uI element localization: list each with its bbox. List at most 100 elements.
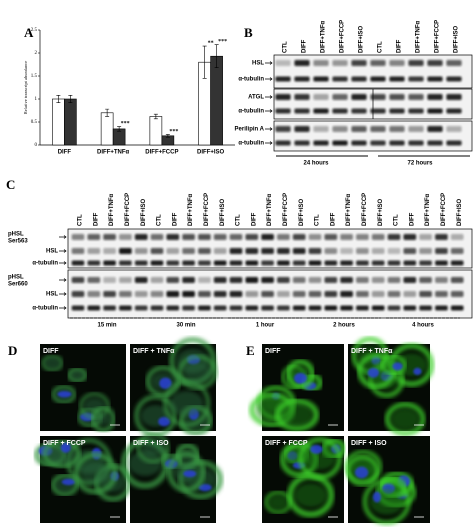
cell	[362, 478, 411, 525]
blot-band	[356, 234, 369, 240]
blot-band	[371, 291, 385, 297]
nucleus	[159, 377, 172, 389]
cells	[41, 354, 116, 433]
blot-band	[229, 260, 243, 266]
y-tick-label: 0	[35, 143, 38, 148]
blot-band	[313, 140, 329, 146]
cell-body	[268, 495, 288, 510]
blot-band	[150, 260, 164, 266]
row-arrow	[265, 61, 273, 65]
blot-band	[119, 305, 132, 311]
blot-band	[150, 305, 164, 311]
blot-frame	[273, 54, 473, 89]
x-tick-label: DIFF+TNFα	[97, 150, 129, 156]
blot-band	[275, 94, 291, 100]
nucleus	[158, 416, 171, 427]
blot-band	[261, 291, 274, 297]
cell	[136, 432, 170, 464]
blot-band	[182, 277, 195, 283]
cell-body	[294, 483, 328, 508]
blot-band	[292, 291, 306, 297]
error-bar	[117, 126, 122, 132]
cells	[351, 336, 435, 436]
blot-band	[427, 108, 443, 114]
blot-band	[356, 277, 369, 283]
cells	[344, 450, 417, 525]
lane-label: DIFF+TNFα	[188, 194, 194, 226]
blot-band	[166, 305, 180, 311]
blot-band	[229, 234, 243, 240]
time-label: 4 hours	[412, 323, 434, 329]
blot-band	[213, 291, 227, 297]
blot-band	[245, 291, 259, 297]
blot-band	[134, 291, 148, 297]
blot-band	[389, 94, 405, 100]
lane-label: DIFF	[93, 212, 99, 226]
blot-band	[103, 248, 116, 254]
blot-band	[308, 277, 322, 283]
row-arrow	[265, 77, 273, 81]
cell	[177, 354, 218, 390]
cell-body	[169, 390, 204, 417]
panel-letter: C	[6, 177, 15, 192]
lane-label: DIFF+TNFα	[346, 194, 352, 226]
blot-band	[332, 108, 348, 114]
blot-band	[340, 291, 353, 297]
cell	[384, 402, 426, 436]
significance-label: **	[208, 40, 214, 46]
nucleus	[413, 367, 422, 376]
cell-body	[141, 439, 165, 457]
row-label-line: Ser660	[8, 281, 28, 287]
cell	[344, 450, 382, 483]
blot-band	[351, 60, 367, 66]
blot-band	[403, 291, 417, 297]
blot-band	[294, 126, 310, 132]
row-arrow	[59, 292, 67, 296]
row-label-line: Ser563	[8, 238, 28, 244]
row-label: HSL	[46, 292, 58, 298]
blot-band	[275, 60, 291, 66]
blot-band	[71, 277, 85, 283]
lane-label: DIFF+FCCP	[340, 20, 346, 53]
blot-band	[435, 248, 448, 254]
blot-band	[198, 248, 211, 254]
cell	[50, 473, 79, 497]
blot-band	[134, 305, 148, 311]
cells	[249, 359, 323, 432]
blot-band	[166, 277, 180, 283]
lane-label: DIFF	[251, 212, 257, 226]
blot-band	[134, 277, 148, 283]
blot-band	[292, 260, 306, 266]
blot-band	[277, 291, 290, 297]
blot-band	[387, 260, 401, 266]
row-label: pHSL Ser660	[8, 274, 28, 287]
cell	[90, 406, 116, 433]
blot-band	[450, 260, 464, 266]
blot-band	[150, 277, 164, 283]
cell	[166, 451, 206, 493]
nucleus	[60, 442, 71, 453]
time-label: 30 min	[176, 323, 195, 329]
blot-band	[292, 277, 306, 283]
blot-band	[332, 60, 348, 66]
blot-band	[71, 260, 85, 266]
blot-band	[408, 60, 424, 66]
cell-body	[95, 413, 112, 426]
blot-band	[229, 277, 243, 283]
blot-band	[435, 277, 448, 283]
blot-band	[103, 234, 116, 240]
significance-label: ***	[121, 121, 130, 127]
blot-band	[150, 248, 164, 254]
blot-band	[340, 234, 353, 240]
bar	[64, 98, 77, 146]
blot-band	[308, 234, 322, 240]
blot-band	[313, 76, 329, 82]
cell-body	[281, 403, 313, 427]
blot-band	[294, 140, 310, 146]
blot-band	[351, 76, 367, 82]
blot-band	[213, 234, 227, 240]
y-tick-label: 1.5	[31, 74, 38, 79]
blot-band	[403, 260, 417, 266]
blot-band	[450, 248, 464, 254]
blot-band	[408, 108, 424, 114]
